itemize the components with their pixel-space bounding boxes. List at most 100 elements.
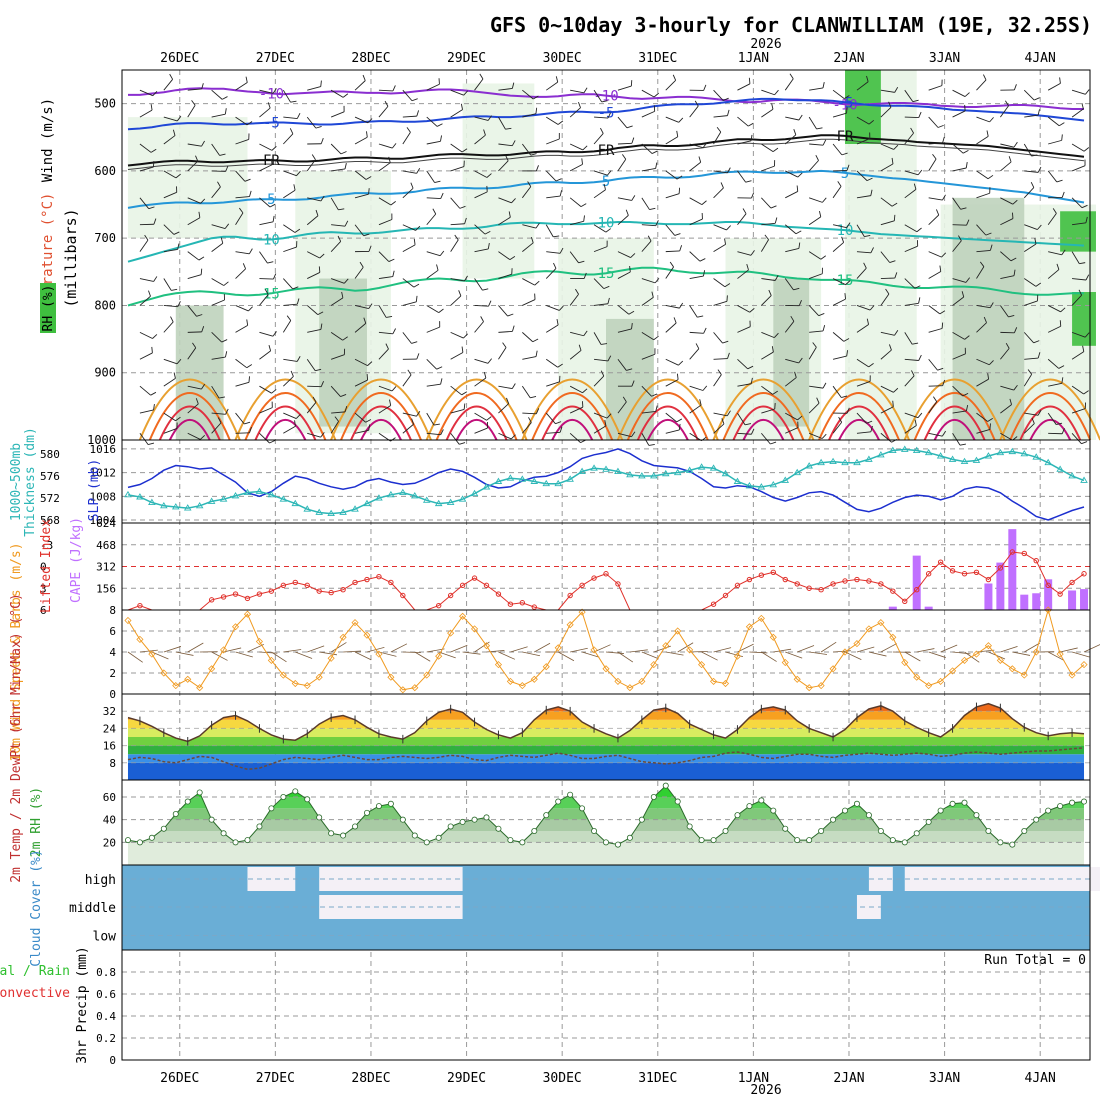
wind-barb-flag bbox=[195, 398, 199, 405]
surface-wind-barb bbox=[785, 651, 803, 659]
wind-barb bbox=[211, 143, 221, 156]
rh-marker bbox=[220, 830, 227, 837]
wind-barb bbox=[976, 79, 987, 91]
wind-barb-flag bbox=[173, 231, 180, 235]
wind-speed-marker bbox=[542, 663, 550, 671]
wind-barb-flag bbox=[221, 96, 228, 100]
wind-barb bbox=[665, 116, 679, 123]
wind-speed-marker bbox=[459, 612, 467, 620]
cape-bar-8 bbox=[1044, 579, 1053, 610]
rh-marker bbox=[471, 816, 478, 823]
lifted-marker bbox=[459, 582, 466, 589]
wind-barb-flag bbox=[555, 178, 562, 182]
wind-barb bbox=[689, 143, 704, 149]
bottom-date-label-6: 1JAN bbox=[738, 1071, 769, 1086]
rh-marker bbox=[973, 812, 980, 819]
wind-barb bbox=[474, 170, 488, 178]
wind-barb bbox=[808, 347, 817, 360]
thickness-marker bbox=[769, 480, 778, 488]
wind-barb bbox=[522, 412, 537, 415]
wind-speed-marker bbox=[662, 642, 670, 650]
bottom-date-label-1: 27DEC bbox=[256, 1071, 295, 1086]
rh-marker bbox=[961, 799, 968, 806]
wind-barb-flag bbox=[195, 155, 199, 162]
wind-barb-flag bbox=[603, 285, 610, 290]
wind-barb bbox=[283, 303, 298, 306]
thickness-marker bbox=[267, 490, 276, 498]
wind-barb bbox=[928, 432, 943, 437]
wind-barb-flag bbox=[440, 429, 444, 435]
wind-barb bbox=[808, 160, 819, 172]
wind-barb-flag bbox=[200, 198, 206, 204]
isotherm-label-5-0: 5 bbox=[267, 192, 275, 208]
wind-barb-flag bbox=[198, 211, 201, 218]
warm-loop-3-0 bbox=[425, 378, 528, 441]
surface-wind-barb bbox=[570, 647, 588, 653]
wind-barb bbox=[832, 224, 847, 229]
wind-barb-flag bbox=[698, 156, 702, 163]
wind-barb bbox=[737, 383, 752, 387]
thickness-marker bbox=[446, 498, 455, 505]
wind-barb bbox=[761, 331, 775, 339]
wind-barb-flag bbox=[621, 154, 627, 160]
rh-marker bbox=[901, 839, 908, 846]
wind-barb-flag bbox=[772, 390, 778, 395]
wind-barb bbox=[856, 224, 865, 237]
thickness-marker bbox=[984, 452, 993, 459]
wind-barb-flag bbox=[433, 423, 440, 426]
wind-barb-flag bbox=[463, 403, 466, 410]
wind-barb bbox=[641, 168, 656, 172]
wind-barb bbox=[737, 432, 752, 435]
wind-barb-flag bbox=[846, 222, 851, 228]
wind-barb bbox=[163, 428, 178, 434]
wind-barb bbox=[1071, 108, 1084, 118]
cape-tick-1: 312 bbox=[96, 561, 116, 574]
wind-barb bbox=[235, 251, 250, 255]
wind-barb-flag bbox=[509, 255, 516, 261]
wind-speed-marker bbox=[399, 686, 407, 694]
lifted-index-line bbox=[127, 551, 1085, 611]
isotherm-label-15-2: 15 bbox=[837, 273, 854, 289]
wind-barb bbox=[378, 143, 393, 149]
wind-barb bbox=[952, 410, 967, 414]
wind-barb-flag bbox=[812, 342, 817, 348]
wind-barb bbox=[1072, 278, 1087, 281]
wind-barb-flag bbox=[918, 111, 922, 118]
surface-wind-barb bbox=[1024, 642, 1041, 653]
precip-tick-4: 0.8 bbox=[96, 966, 116, 979]
surface-wind-barb bbox=[151, 651, 169, 660]
wind-barb bbox=[689, 305, 698, 318]
wind-barb-flag bbox=[225, 165, 229, 172]
lifted-marker bbox=[567, 592, 573, 599]
wind-barb-flag bbox=[1012, 199, 1018, 205]
rh-band-2 bbox=[127, 819, 1085, 831]
wind-speed-marker bbox=[1056, 650, 1064, 658]
wind-barb bbox=[426, 83, 440, 91]
wind-barb-flag bbox=[727, 109, 730, 116]
wind-barb-flag bbox=[362, 74, 366, 81]
wind-barb-flag bbox=[148, 442, 155, 446]
wind-barb bbox=[928, 305, 941, 315]
rh-tick-1: 40 bbox=[103, 814, 116, 827]
bottom-date-label-9: 4JAN bbox=[1025, 1071, 1056, 1086]
wind-barb bbox=[139, 295, 151, 306]
wind-barb bbox=[354, 193, 369, 199]
rh-marker bbox=[806, 837, 813, 844]
wind-barb-flag bbox=[461, 148, 468, 153]
thickness-marker bbox=[626, 470, 634, 478]
wind-speed-marker bbox=[387, 673, 395, 681]
wind-barb bbox=[904, 170, 919, 176]
wind-barb bbox=[235, 324, 248, 333]
warm-loop-1-1 bbox=[244, 392, 327, 441]
wind-barb bbox=[641, 224, 656, 227]
wind-barb-flag bbox=[176, 115, 182, 122]
wind-barb-flag bbox=[626, 368, 633, 371]
wind-barb-flag bbox=[368, 245, 372, 252]
warm-loop-1-3 bbox=[264, 419, 307, 441]
wind-barb bbox=[904, 425, 917, 434]
wind-barb bbox=[976, 135, 989, 145]
wind-barb bbox=[593, 170, 608, 176]
wind-barb bbox=[545, 170, 557, 182]
wind-barb bbox=[784, 78, 794, 91]
wind-barb bbox=[832, 242, 844, 252]
